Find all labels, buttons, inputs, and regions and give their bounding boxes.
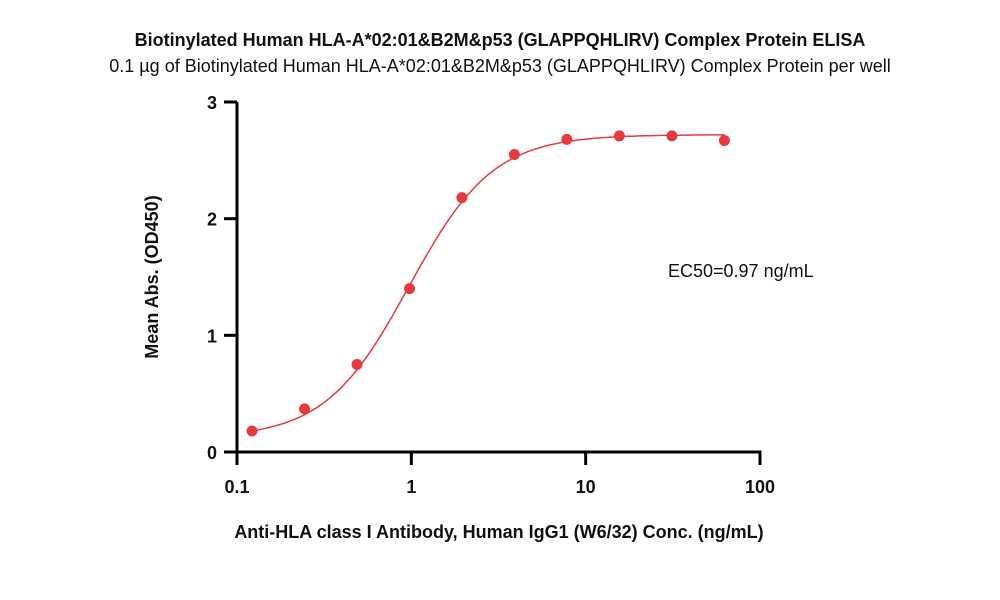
data-point (299, 403, 311, 415)
x-tick-label: 1 (406, 477, 416, 497)
data-point (404, 283, 416, 295)
data-point (456, 192, 468, 204)
data-point (246, 425, 258, 437)
data-point (718, 135, 730, 146)
x-tick-label: 0.1 (224, 477, 249, 497)
x-axis-label: Anti-HLA class I Antibody, Human IgG1 (W… (234, 522, 763, 542)
data-point (351, 359, 363, 370)
y-tick-label: 3 (207, 93, 217, 113)
x-tick-label: 100 (745, 477, 775, 497)
data-point (561, 133, 573, 145)
fit-curve (251, 134, 725, 432)
y-tick-label: 0 (207, 443, 217, 463)
chart-subtitle: 0.1 µg of Biotinylated Human HLA-A*02:01… (109, 56, 891, 76)
x-tick-label: 10 (576, 477, 596, 497)
data-point (666, 130, 678, 142)
ec50-annotation: EC50=0.97 ng/mL (668, 261, 814, 281)
y-axis-label: Mean Abs. (OD450) (142, 195, 162, 358)
data-point (613, 130, 625, 142)
chart-title: Biotinylated Human HLA-A*02:01&B2M&p53 (… (134, 30, 866, 50)
axes: 0.1 1 10 100 0 1 2 3 (207, 93, 775, 497)
y-tick-label: 2 (207, 210, 217, 230)
data-point (508, 149, 520, 160)
y-tick-label: 1 (207, 326, 217, 346)
data-points (246, 130, 730, 437)
